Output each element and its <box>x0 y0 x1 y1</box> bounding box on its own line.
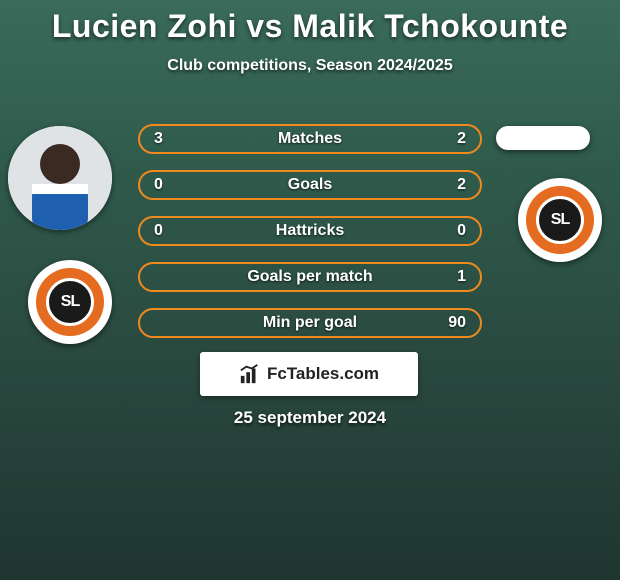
player2-club-logo: SL <box>518 178 602 262</box>
bar-chart-icon <box>239 363 261 385</box>
stat-row-hattricks: 0 Hattricks 0 <box>138 216 482 246</box>
player1-club-logo: SL <box>28 260 112 344</box>
date-text: 25 september 2024 <box>0 408 620 428</box>
page-title: Lucien Zohi vs Malik Tchokounte <box>0 0 620 45</box>
stat-right-value: 0 <box>457 222 466 240</box>
stat-row-goals: 0 Goals 2 <box>138 170 482 200</box>
stat-left-value: 0 <box>154 222 163 240</box>
brand-box: FcTables.com <box>200 352 418 396</box>
stat-left-value: 0 <box>154 176 163 194</box>
subtitle: Club competitions, Season 2024/2025 <box>0 57 620 75</box>
player2-avatar <box>496 126 590 150</box>
stat-row-goals-per-match: Goals per match 1 <box>138 262 482 292</box>
stat-rows: 3 Matches 2 0 Goals 2 0 Hattricks 0 Goal… <box>138 124 482 354</box>
stat-left-value: 3 <box>154 130 163 148</box>
player1-avatar <box>8 126 112 230</box>
stat-label: Hattricks <box>276 222 344 240</box>
stat-row-matches: 3 Matches 2 <box>138 124 482 154</box>
stat-label: Min per goal <box>263 314 357 332</box>
stat-label: Matches <box>278 130 342 148</box>
stat-right-value: 90 <box>448 314 466 332</box>
stat-right-value: 2 <box>457 176 466 194</box>
brand-text: FcTables.com <box>267 364 379 384</box>
club-badge-text: SL <box>536 196 584 244</box>
stat-label: Goals per match <box>247 268 372 286</box>
stat-right-value: 2 <box>457 130 466 148</box>
stat-row-min-per-goal: Min per goal 90 <box>138 308 482 338</box>
stat-label: Goals <box>288 176 332 194</box>
stat-right-value: 1 <box>457 268 466 286</box>
club-badge-text: SL <box>46 278 94 326</box>
